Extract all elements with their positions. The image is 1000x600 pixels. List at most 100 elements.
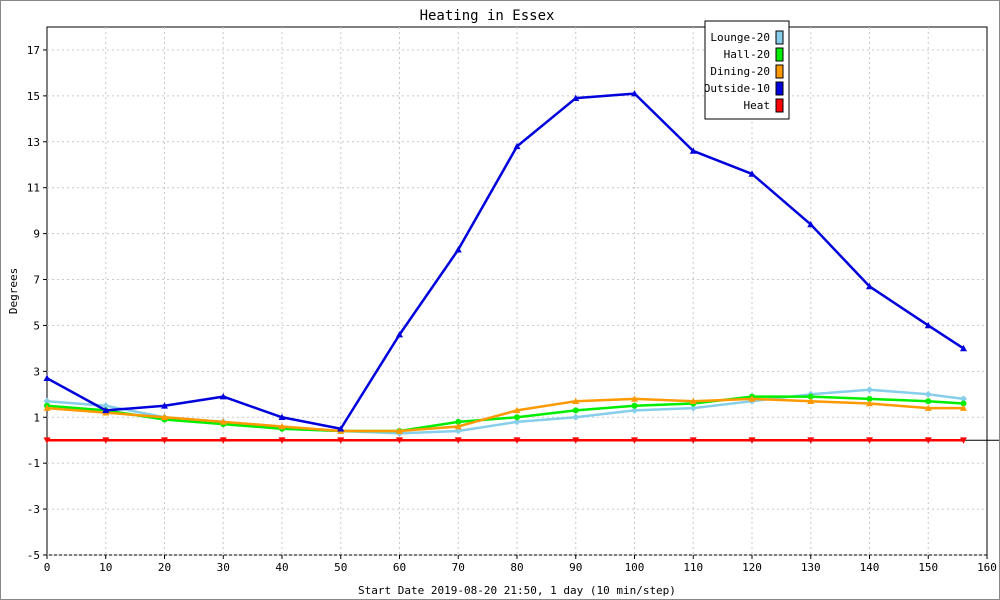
data-point (455, 418, 462, 425)
data-point (43, 437, 51, 444)
data-point (278, 437, 286, 444)
data-point (43, 397, 51, 405)
x-tick-label: 70 (452, 561, 465, 574)
data-point (337, 425, 345, 432)
data-point (161, 437, 168, 444)
data-point (925, 398, 932, 405)
x-tick-label: 50 (334, 561, 347, 574)
data-point (866, 395, 873, 402)
data-point (454, 246, 462, 253)
data-point (689, 397, 697, 404)
y-tick-label: 5 (33, 319, 40, 332)
legend: Lounge-20 Hall-20 Dining-20 Outside-10 Heat (704, 20, 790, 120)
x-tick-label: 160 (977, 561, 997, 574)
y-tick-label: 1 (33, 411, 40, 424)
x-tick-label: 140 (860, 561, 880, 574)
x-tick-label: 20 (158, 561, 171, 574)
x-axis-label: Start Date 2019-08-20 21:50, 1 day (10 m… (358, 584, 676, 597)
plot-area (46, 26, 988, 556)
data-point (924, 437, 932, 444)
legend-label: Lounge-20 (710, 31, 770, 44)
data-point (689, 404, 697, 412)
y-tick-label: 11 (27, 182, 40, 195)
x-tick-label: 30 (217, 561, 230, 574)
x-tick-label: 60 (393, 561, 406, 574)
data-point (866, 399, 873, 407)
legend-box (704, 20, 790, 120)
data-point (572, 413, 580, 421)
data-point (960, 437, 967, 444)
x-tick-label: 0 (44, 561, 51, 574)
y-tick-label: -5 (27, 549, 40, 562)
data-point (278, 413, 286, 421)
y-tick-label: 9 (33, 228, 40, 241)
data-point (102, 437, 110, 444)
data-point (161, 402, 168, 409)
data-point (748, 395, 756, 402)
data-point (866, 282, 873, 290)
data-point (866, 437, 873, 444)
data-point (807, 437, 815, 444)
legend-label: Dining-20 (710, 65, 770, 78)
data-point (748, 170, 756, 177)
data-point (631, 437, 638, 444)
chart-title: Heating in Essex (420, 8, 555, 24)
y-tick-label: 7 (33, 274, 40, 287)
data-point (807, 220, 815, 228)
data-point (748, 437, 756, 444)
data-point (631, 90, 638, 97)
data-point (572, 94, 580, 101)
data-point (396, 331, 403, 338)
x-tick-label: 90 (569, 561, 582, 574)
data-point (43, 404, 51, 411)
data-point (43, 374, 51, 382)
data-point (924, 404, 932, 411)
data-point (807, 397, 815, 404)
data-point (689, 437, 697, 444)
data-point (960, 344, 967, 352)
data-point (513, 437, 521, 444)
data-point (219, 437, 227, 444)
data-point (924, 321, 932, 329)
y-tick-label: 3 (33, 365, 40, 378)
legend-swatch (775, 64, 784, 79)
data-point (572, 397, 580, 404)
y-tick-label: 17 (27, 44, 40, 57)
legend-label: Outside-10 (704, 82, 770, 95)
series-outside-10 (43, 90, 967, 432)
y-tick-label: -1 (27, 457, 40, 470)
data-point (960, 395, 967, 403)
data-point (454, 422, 462, 430)
data-point (514, 414, 520, 421)
data-point (689, 147, 697, 154)
data-point (219, 418, 227, 425)
legend-swatch (775, 81, 784, 96)
data-point (396, 427, 403, 434)
legend-swatch (775, 47, 784, 62)
data-point (631, 406, 638, 414)
data-point (219, 393, 227, 400)
x-tick-label: 100 (625, 561, 645, 574)
data-point (102, 402, 110, 410)
data-point (924, 390, 932, 398)
data-point (866, 386, 873, 394)
y-tick-label: -3 (27, 503, 40, 516)
series-heat (43, 437, 967, 444)
data-point (396, 437, 403, 444)
x-tick-label: 150 (918, 561, 938, 574)
legend-label: Heat (744, 99, 771, 112)
x-tick-label: 110 (683, 561, 703, 574)
data-point (102, 406, 110, 414)
data-point (631, 395, 638, 402)
series-dining-20 (43, 395, 967, 434)
data-point (278, 422, 286, 430)
x-tick-label: 130 (801, 561, 821, 574)
x-tick-label: 80 (510, 561, 523, 574)
data-point (454, 427, 462, 435)
legend-label: Hall-20 (724, 48, 770, 61)
y-tick-label: 15 (27, 90, 40, 103)
data-point (454, 437, 462, 444)
x-tick-label: 40 (275, 561, 288, 574)
